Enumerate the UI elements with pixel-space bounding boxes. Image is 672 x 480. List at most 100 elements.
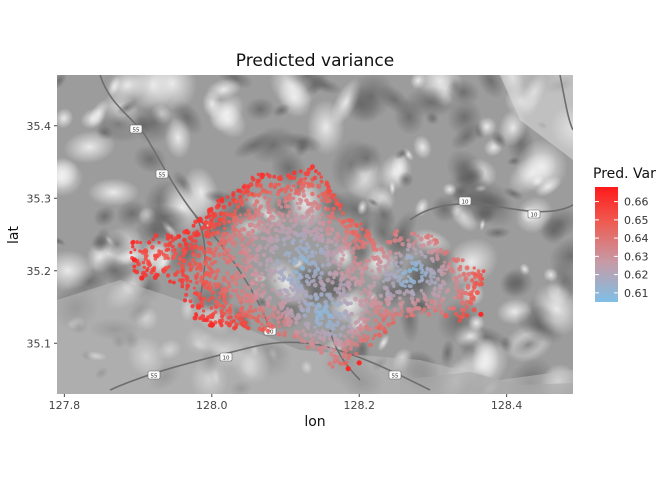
prediction-point <box>367 284 372 289</box>
prediction-point <box>365 334 370 340</box>
prediction-point <box>289 313 295 318</box>
prediction-point <box>323 244 329 250</box>
prediction-point <box>402 291 407 296</box>
prediction-point <box>287 259 292 264</box>
prediction-point <box>310 183 315 188</box>
prediction-point <box>381 318 386 323</box>
prediction-point <box>277 276 281 280</box>
prediction-point <box>310 209 315 214</box>
prediction-point <box>300 297 305 301</box>
prediction-point <box>371 247 376 252</box>
prediction-point <box>288 229 294 235</box>
prediction-point <box>371 274 377 280</box>
prediction-point <box>224 248 228 253</box>
road-shield-box <box>458 196 472 206</box>
prediction-point <box>301 329 306 333</box>
prediction-point <box>253 224 258 229</box>
prediction-point <box>215 282 220 287</box>
relief-shade <box>255 205 284 226</box>
road-shield-label: 55 <box>159 173 166 179</box>
prediction-point <box>421 243 426 248</box>
prediction-point <box>243 261 248 265</box>
prediction-point <box>262 289 266 294</box>
prediction-point <box>269 235 273 239</box>
prediction-point <box>399 282 404 286</box>
prediction-point <box>459 307 465 313</box>
prediction-point <box>141 260 146 265</box>
prediction-point <box>185 287 189 291</box>
prediction-point <box>304 273 310 279</box>
prediction-point <box>287 273 292 278</box>
prediction-point <box>322 283 326 288</box>
prediction-point <box>451 277 456 281</box>
prediction-points <box>129 164 486 372</box>
prediction-point <box>386 310 392 316</box>
prediction-point <box>254 317 260 322</box>
prediction-point <box>135 240 140 245</box>
prediction-point <box>255 178 261 184</box>
prediction-point <box>318 321 324 326</box>
prediction-point <box>180 258 186 264</box>
prediction-point <box>261 252 266 257</box>
prediction-point <box>174 251 179 256</box>
prediction-point <box>180 263 185 269</box>
prediction-point <box>317 216 322 220</box>
prediction-point <box>349 269 355 274</box>
prediction-point <box>305 201 311 206</box>
prediction-point <box>289 188 293 192</box>
prediction-point <box>290 288 295 293</box>
prediction-point <box>266 206 271 211</box>
prediction-point <box>215 273 219 278</box>
relief-shade <box>90 234 108 253</box>
prediction-point <box>234 228 239 233</box>
prediction-point <box>335 343 340 348</box>
relief-shade <box>445 237 499 287</box>
prediction-point <box>317 221 322 226</box>
prediction-point <box>298 215 303 220</box>
relief-shade <box>397 171 414 188</box>
prediction-point <box>229 275 234 280</box>
prediction-point <box>392 239 396 243</box>
prediction-point <box>263 229 267 233</box>
prediction-point <box>348 222 354 228</box>
prediction-point <box>296 334 302 340</box>
prediction-point <box>463 276 469 281</box>
y-tick-label: 35.4 <box>27 120 52 133</box>
prediction-point <box>199 297 203 301</box>
relief-shade <box>57 108 74 129</box>
prediction-point <box>264 189 270 195</box>
relief-shade <box>484 226 511 239</box>
prediction-point <box>315 267 321 272</box>
prediction-point <box>260 322 264 327</box>
prediction-point <box>217 252 223 258</box>
prediction-point <box>302 313 307 318</box>
prediction-point <box>286 316 291 322</box>
prediction-point <box>349 312 354 317</box>
prediction-point <box>327 361 332 366</box>
prediction-point <box>193 245 198 250</box>
prediction-point <box>269 246 275 251</box>
prediction-point <box>232 319 236 323</box>
prediction-point <box>472 285 477 290</box>
prediction-point <box>290 205 294 210</box>
prediction-point <box>446 264 451 269</box>
legend-tick-label: 0.64 <box>624 232 649 245</box>
prediction-point <box>419 288 424 293</box>
prediction-point <box>221 211 227 217</box>
relief-shade <box>131 102 174 145</box>
prediction-point <box>260 283 265 288</box>
plot-panel: 55 55 10 10 55 10 10 55 <box>57 75 573 394</box>
relief-shade <box>431 194 458 223</box>
prediction-point <box>247 309 252 314</box>
prediction-point <box>298 239 304 244</box>
prediction-point <box>401 280 406 284</box>
prediction-point <box>221 239 226 244</box>
prediction-point <box>223 300 229 306</box>
prediction-point <box>326 198 332 204</box>
prediction-point <box>192 286 197 290</box>
prediction-point <box>397 296 402 301</box>
prediction-point <box>474 281 479 286</box>
prediction-point <box>265 200 270 205</box>
prediction-point <box>314 251 318 255</box>
prediction-point <box>426 250 431 255</box>
